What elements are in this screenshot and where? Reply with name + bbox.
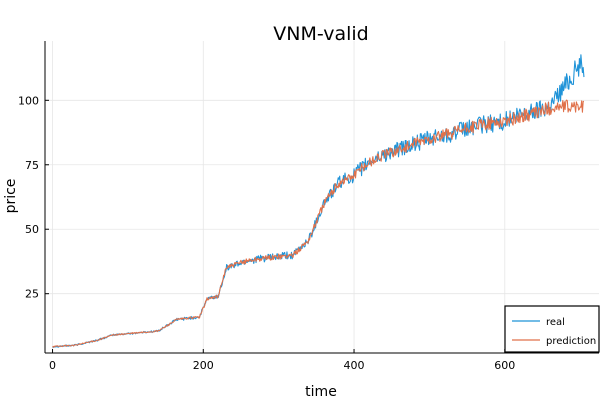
legend-box [504,305,600,353]
legend-label-real: real [546,317,565,328]
x-tick-label: 0 [49,359,56,372]
x-tick-label: 200 [193,359,214,372]
series-line-real [52,54,585,348]
y-axis-label: price [3,179,19,214]
series-layer [52,54,585,348]
legend-label-prediction: prediction [546,336,596,347]
x-axis-label: time [305,384,337,400]
grid [45,41,599,353]
series-line-prediction [52,99,584,348]
x-tick-label: 600 [494,359,515,372]
y-tick-label: 50 [25,223,39,236]
y-tick-label: 100 [18,94,39,107]
legend: real prediction [504,305,600,353]
y-tick-label: 25 [25,288,39,301]
axes: 0 200 400 600 25 50 75 100 [18,41,599,372]
chart-title: VNM-valid [273,23,368,45]
y-tick-label: 75 [25,159,39,172]
x-tick-label: 400 [344,359,365,372]
